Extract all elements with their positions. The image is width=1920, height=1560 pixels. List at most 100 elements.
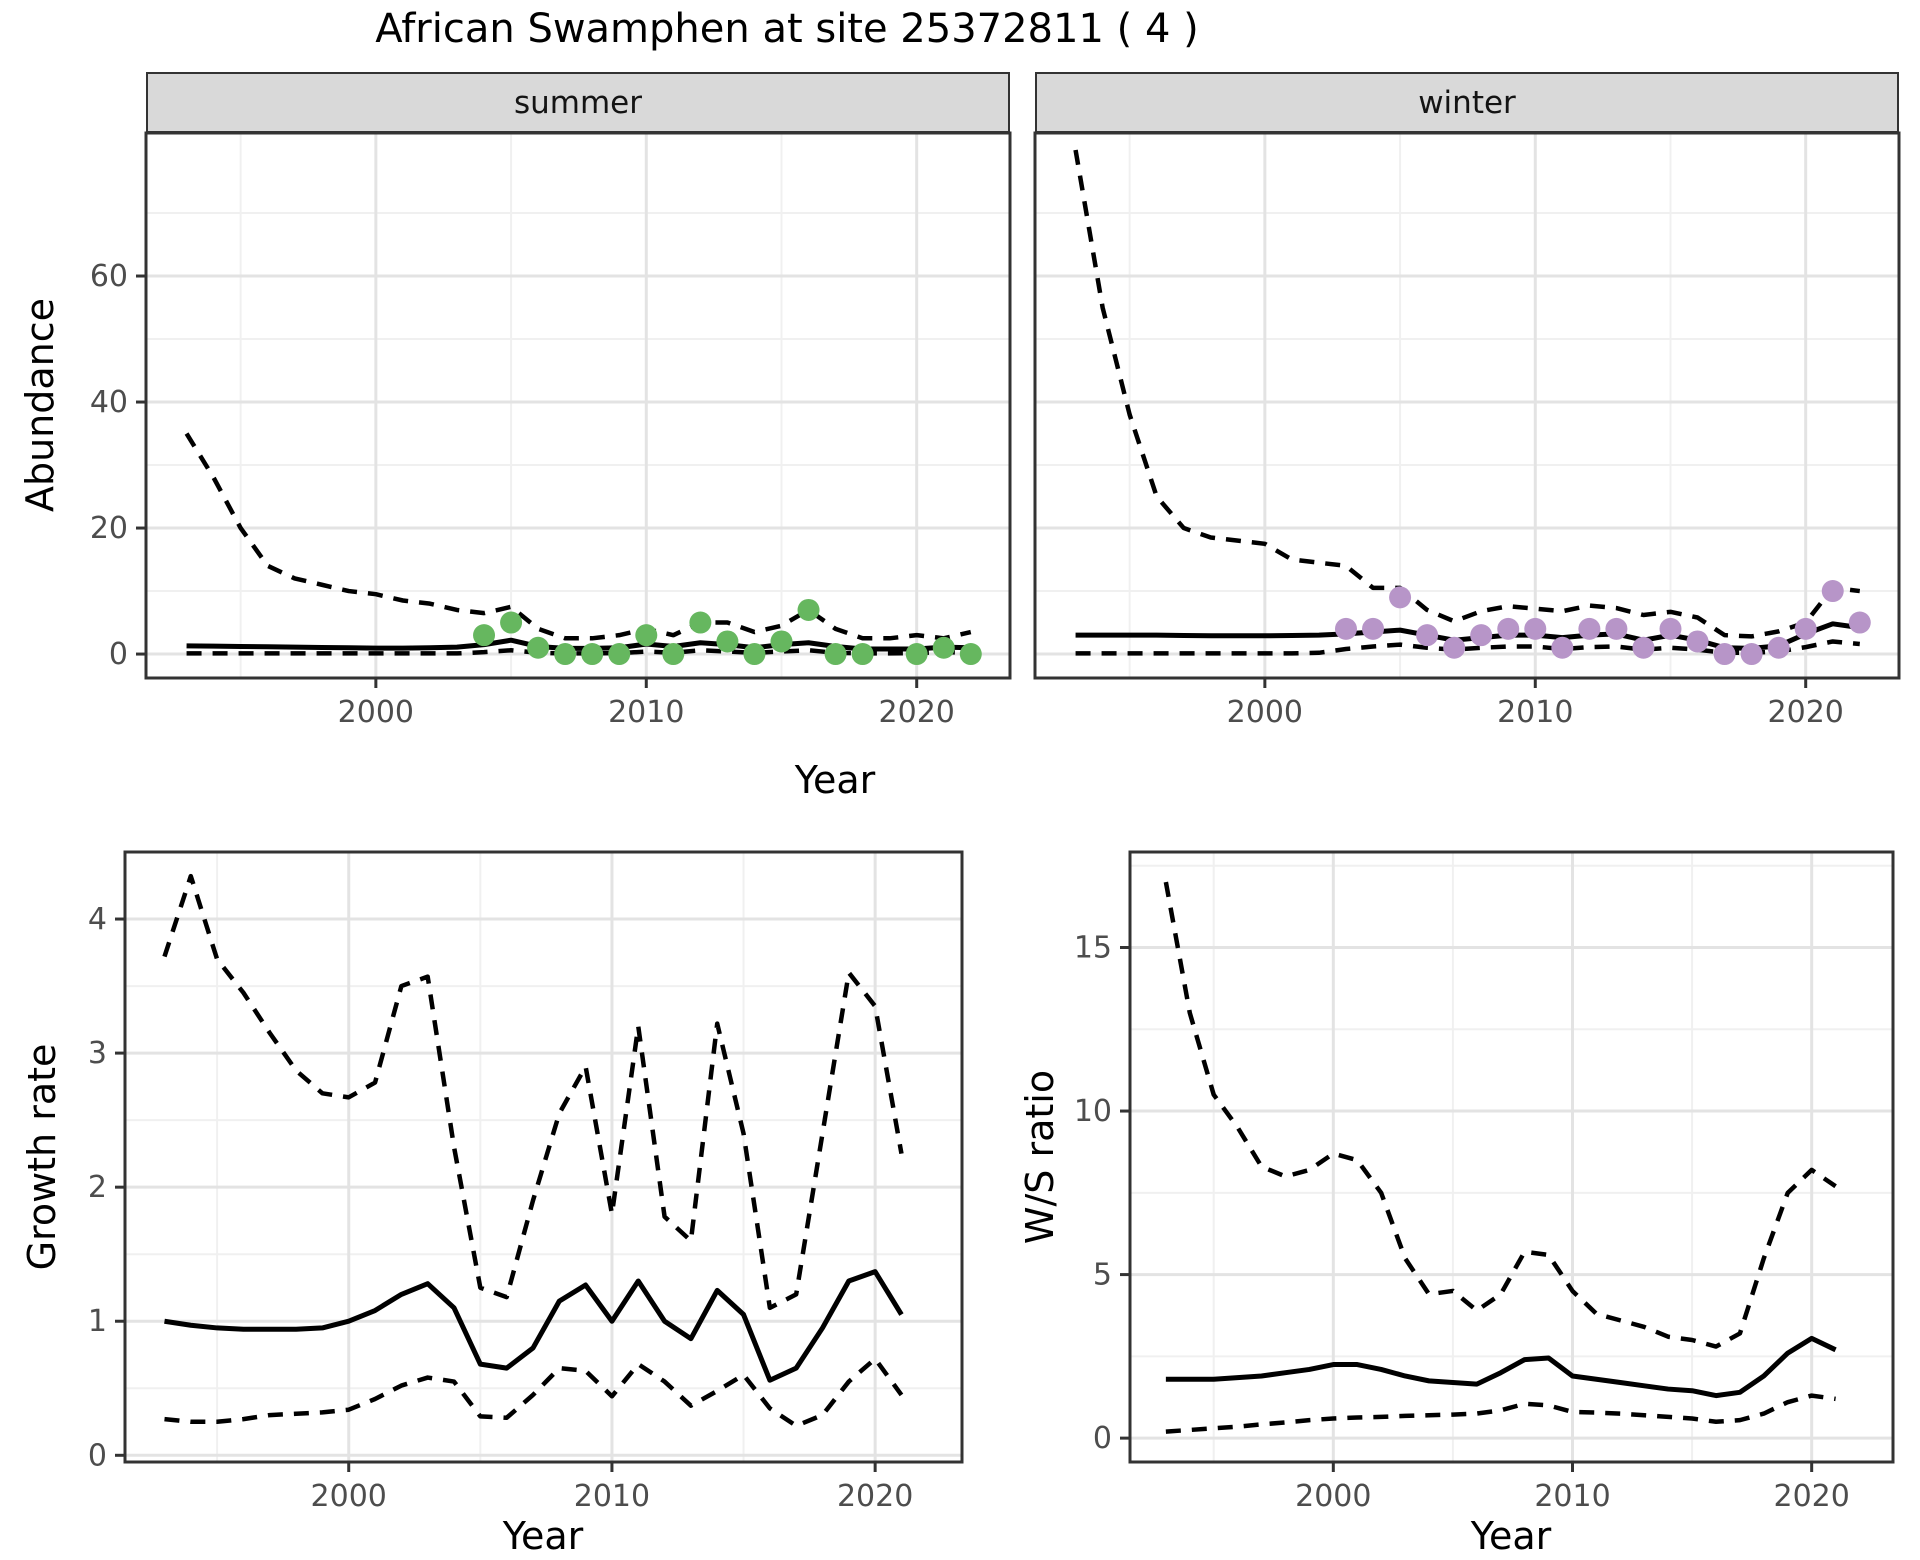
- data-point: [1713, 643, 1736, 666]
- data-point: [932, 636, 955, 659]
- y-tick-label: 20: [90, 511, 128, 546]
- growth-rate-lower-95ci-line: [164, 1356, 904, 1429]
- y-tick-label: 15: [1074, 931, 1112, 966]
- abundance-winter-axis-labels: 2000 2010 2020: [1227, 678, 1844, 730]
- abundance-summer-border: [144, 131, 1012, 680]
- data-point: [473, 624, 496, 647]
- data-point: [1416, 624, 1439, 647]
- abundance-summer-panel: 2000 2010 2020 0 20 40 60: [90, 131, 1012, 730]
- data-point: [581, 643, 604, 666]
- data-point: [1632, 636, 1655, 659]
- x-tick-label: 2020: [1773, 1479, 1849, 1514]
- x-tick-label: 2020: [879, 695, 955, 730]
- y-tick-label: 3: [88, 1036, 107, 1071]
- data-point: [770, 630, 793, 653]
- y-axis-title-growth-rate: Growth rate: [20, 1043, 64, 1271]
- data-point: [1389, 586, 1412, 609]
- observed-abundance-winter: [1334, 580, 1871, 666]
- data-point: [905, 643, 928, 666]
- data-point: [1578, 617, 1601, 640]
- abundance-winter-upper-95ci-line: [1073, 149, 1861, 639]
- x-tick-label: 2020: [837, 1479, 913, 1514]
- data-point: [797, 598, 820, 621]
- growth-rate-median-line: [164, 1269, 904, 1383]
- y-axis-title-ws-ratio: W/S ratio: [1018, 1069, 1062, 1245]
- data-point: [500, 611, 523, 634]
- y-tick-label: 0: [1093, 1421, 1112, 1456]
- data-point: [1794, 617, 1817, 640]
- facet-strip-winter-label: winter: [1418, 84, 1516, 121]
- data-point: [1659, 617, 1682, 640]
- x-tick-label: 2010: [1497, 695, 1573, 730]
- data-point: [554, 643, 577, 666]
- ws-ratio-series: [1163, 881, 1837, 1434]
- abundance-winter-border: [1033, 131, 1901, 680]
- data-point: [1524, 617, 1547, 640]
- data-point: [851, 643, 874, 666]
- data-point: [635, 624, 658, 647]
- abundance-summer-upper-95ci-line: [184, 432, 972, 641]
- data-point: [1740, 643, 1763, 666]
- ws-ratio-median-line: [1165, 1335, 1837, 1399]
- y-tick-label: 4: [88, 902, 107, 937]
- data-point: [608, 643, 631, 666]
- y-axis-title-abundance: Abundance: [18, 297, 62, 513]
- data-point: [689, 611, 712, 634]
- x-axis-title-ws-ratio: Year: [1470, 1514, 1552, 1558]
- abundance-winter-panel: 2000 2010 2020: [1033, 131, 1901, 730]
- data-point: [1497, 617, 1520, 640]
- data-point: [1605, 617, 1628, 640]
- growth-rate-border: [123, 850, 964, 1464]
- data-point: [1848, 611, 1871, 634]
- ws-ratio-upper-95ci-line: [1163, 881, 1837, 1349]
- ws-ratio-panel: 2000 2010 2020 0 5 10 15: [1074, 850, 1895, 1514]
- facet-strip-summer: summer: [146, 72, 1010, 133]
- data-point: [1551, 636, 1574, 659]
- x-axis-title-top: Year: [794, 758, 876, 802]
- data-point: [743, 643, 766, 666]
- observed-abundance-summer: [473, 598, 982, 666]
- x-tick-label: 2000: [311, 1479, 387, 1514]
- growth-rate-panel: 2000 2010 2020 0 1 2 3 4: [88, 850, 964, 1514]
- x-tick-label: 2010: [1534, 1479, 1610, 1514]
- y-tick-label: 2: [88, 1170, 107, 1205]
- x-tick-label: 2010: [608, 695, 684, 730]
- data-point: [959, 643, 982, 666]
- x-tick-label: 2020: [1768, 695, 1844, 730]
- abundance-summer-series: [184, 432, 982, 666]
- growth-rate-series: [162, 873, 904, 1429]
- data-point: [1821, 580, 1844, 603]
- y-tick-label: 0: [88, 1438, 107, 1473]
- data-point: [824, 643, 847, 666]
- y-tick-label: 0: [109, 637, 128, 672]
- x-tick-label: 2000: [338, 695, 414, 730]
- x-tick-label: 2000: [1227, 695, 1303, 730]
- data-point: [1686, 630, 1709, 653]
- growth-rate-upper-95ci-line: [162, 873, 904, 1311]
- data-point: [1443, 636, 1466, 659]
- data-point: [1334, 617, 1357, 640]
- abundance-winter-series: [1073, 149, 1871, 666]
- data-point: [716, 630, 739, 653]
- facet-strip-summer-label: summer: [513, 84, 642, 121]
- data-point: [1470, 624, 1493, 647]
- y-tick-label: 60: [90, 259, 128, 294]
- ws-ratio-lower-95ci-line: [1165, 1393, 1836, 1434]
- ws-ratio-grid: [1130, 852, 1893, 1462]
- data-point: [1362, 617, 1385, 640]
- abundance-winter-grid: [1035, 133, 1899, 678]
- growth-rate-axis-labels: 2000 2010 2020 0 1 2 3 4: [88, 902, 913, 1514]
- data-point: [1767, 636, 1790, 659]
- x-axis-title-growth-rate: Year: [502, 1514, 584, 1558]
- data-point: [662, 643, 685, 666]
- facet-strip-winter: winter: [1035, 72, 1899, 133]
- x-tick-label: 2000: [1295, 1479, 1371, 1514]
- ws-ratio-border: [1128, 850, 1895, 1464]
- x-tick-label: 2010: [574, 1479, 650, 1514]
- chart-title: African Swamphen at site 25372811 ( 4 ): [375, 6, 1199, 52]
- y-tick-label: 5: [1093, 1258, 1112, 1293]
- y-tick-label: 1: [88, 1304, 107, 1339]
- ws-ratio-axis-labels: 2000 2010 2020 0 5 10 15: [1074, 931, 1850, 1514]
